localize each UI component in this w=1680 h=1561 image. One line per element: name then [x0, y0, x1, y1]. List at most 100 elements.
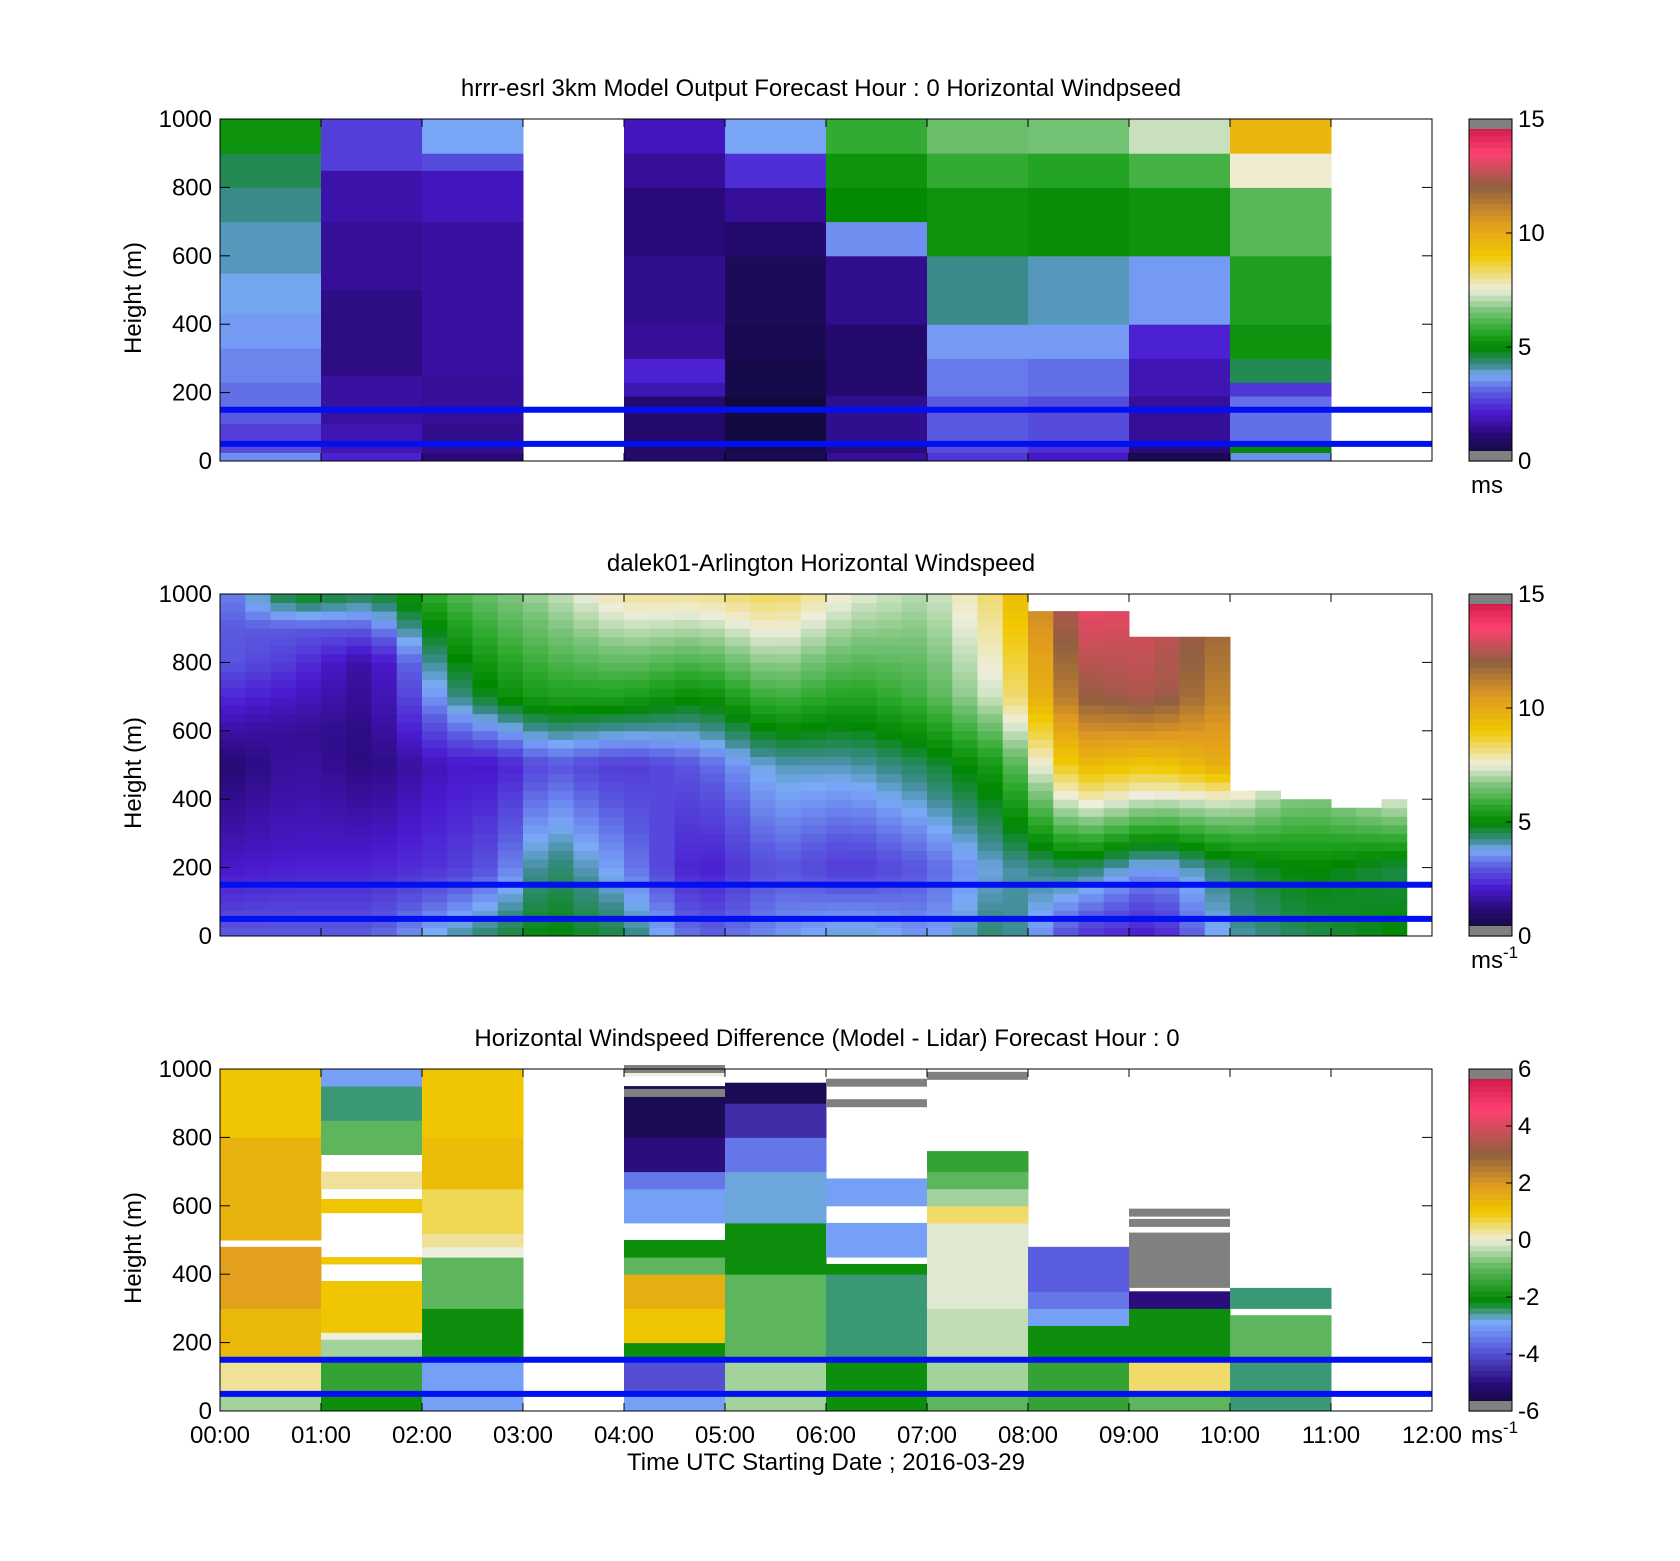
- heatmap-cell: [901, 833, 928, 843]
- heatmap-cell: [447, 901, 473, 911]
- heatmap-cell: [674, 876, 701, 886]
- heatmap-cell: [1002, 739, 1029, 749]
- colorbar-tick-label: 0: [1518, 1227, 1531, 1254]
- heatmap-cell: [497, 884, 524, 894]
- heatmap-cell: [371, 739, 398, 749]
- heatmap-cell: [548, 713, 574, 723]
- heatmap-cell: [977, 893, 1004, 903]
- heatmap-cell: [1002, 696, 1029, 706]
- heatmap-cell: [1154, 807, 1180, 817]
- heatmap-cell: [901, 893, 928, 903]
- heatmap-cell: [220, 696, 246, 706]
- heatmap-cell: [876, 602, 903, 612]
- heatmap-cell: [573, 594, 600, 604]
- heatmap-cell: [775, 884, 802, 894]
- heatmap-cell: [927, 876, 953, 886]
- heatmap-cell: [750, 594, 776, 604]
- heatmap-cell: [876, 876, 903, 886]
- heatmap-cell: [472, 824, 499, 834]
- colorbar-segment: [1469, 1331, 1512, 1338]
- heatmap-cell: [1280, 833, 1307, 843]
- colorbar-segment: [1469, 1108, 1512, 1116]
- heatmap-cell: [1331, 901, 1357, 911]
- heatmap-cell: [725, 859, 751, 869]
- heatmap-cell: [1028, 688, 1054, 698]
- colorbar-segment: [1469, 1143, 1512, 1150]
- heatmap-cell: [598, 705, 625, 715]
- heatmap-cell: [371, 688, 398, 698]
- heatmap-cell: [977, 628, 1004, 638]
- heatmap-cell: [725, 324, 827, 359]
- heatmap-cell: [497, 910, 524, 920]
- heatmap-cell: [270, 696, 297, 706]
- heatmap-cell: [1028, 255, 1130, 325]
- heatmap-cell: [598, 756, 625, 766]
- heatmap-cell: [901, 602, 928, 612]
- colorbar-segment: [1469, 770, 1512, 777]
- heatmap-cell: [220, 382, 322, 411]
- heatmap-cell: [1053, 756, 1079, 766]
- heatmap-cell: [371, 807, 398, 817]
- heatmap-cell: [800, 688, 827, 698]
- heatmap-cell: [548, 696, 574, 706]
- heatmap-cell: [674, 594, 701, 604]
- heatmap-cell: [927, 358, 1029, 397]
- heatmap-cell: [1002, 645, 1029, 655]
- heatmap-cell: [321, 290, 423, 376]
- heatmap-cell: [1103, 705, 1130, 715]
- heatmap-cell: [876, 670, 903, 680]
- heatmap-cell: [750, 611, 776, 621]
- heatmap-cell: [1154, 841, 1180, 851]
- heatmap-cell: [800, 833, 827, 843]
- heatmap-cell: [270, 653, 297, 663]
- heatmap-cell: [523, 859, 549, 869]
- heatmap-cell: [523, 688, 549, 698]
- heatmap-cell: [346, 867, 372, 877]
- heatmap-cell: [1129, 790, 1155, 800]
- heatmap-cell: [295, 816, 322, 826]
- heatmap-cell: [851, 816, 877, 826]
- heatmap-cell: [422, 1137, 524, 1190]
- heatmap-cell: [775, 841, 802, 851]
- heatmap-cell: [750, 722, 776, 732]
- heatmap-cell: [851, 611, 877, 621]
- heatmap-cell: [371, 918, 398, 928]
- colorbar-segment: [1469, 198, 1512, 206]
- heatmap-cell: [876, 850, 903, 860]
- y-tick-label: 800: [172, 174, 212, 201]
- heatmap-cell: [523, 893, 549, 903]
- heatmap-cell: [245, 662, 271, 672]
- heatmap-cell: [649, 696, 675, 706]
- heatmap-cell: [371, 696, 398, 706]
- heatmap-cell: [472, 927, 499, 937]
- heatmap-cell: [1204, 773, 1231, 783]
- heatmap-cell: [1356, 884, 1382, 894]
- colorbar-over: [1469, 1069, 1512, 1079]
- colorbar-segment: [1469, 1222, 1512, 1230]
- heatmap-cell: [1204, 696, 1231, 706]
- heatmap-cell: [876, 722, 903, 732]
- heatmap-cell: [396, 807, 423, 817]
- heatmap-cell: [598, 602, 625, 612]
- heatmap-cell: [346, 884, 372, 894]
- heatmap-cell: [245, 670, 271, 680]
- heatmap-cell: [750, 602, 776, 612]
- heatmap-cell: [523, 833, 549, 843]
- heatmap-cell: [1230, 816, 1256, 826]
- heatmap-cell: [649, 645, 675, 655]
- heatmap-cell: [497, 739, 524, 749]
- heatmap-cell: [699, 773, 726, 783]
- colorbar-segment: [1469, 227, 1512, 234]
- heatmap-cell: [270, 662, 297, 672]
- heatmap-cell: [1103, 747, 1130, 757]
- heatmap-cell: [977, 807, 1004, 817]
- heatmap-cell: [396, 619, 423, 629]
- heatmap-cell: [1204, 867, 1231, 877]
- heatmap-cell: [396, 602, 423, 612]
- heatmap-cell: [1356, 927, 1382, 937]
- heatmap-cell: [1255, 859, 1281, 869]
- heatmap-cell: [1179, 918, 1206, 928]
- x-tick-label: 04:00: [594, 1422, 654, 1449]
- heatmap-cell: [1356, 859, 1382, 869]
- colorbar-segment: [1469, 616, 1512, 624]
